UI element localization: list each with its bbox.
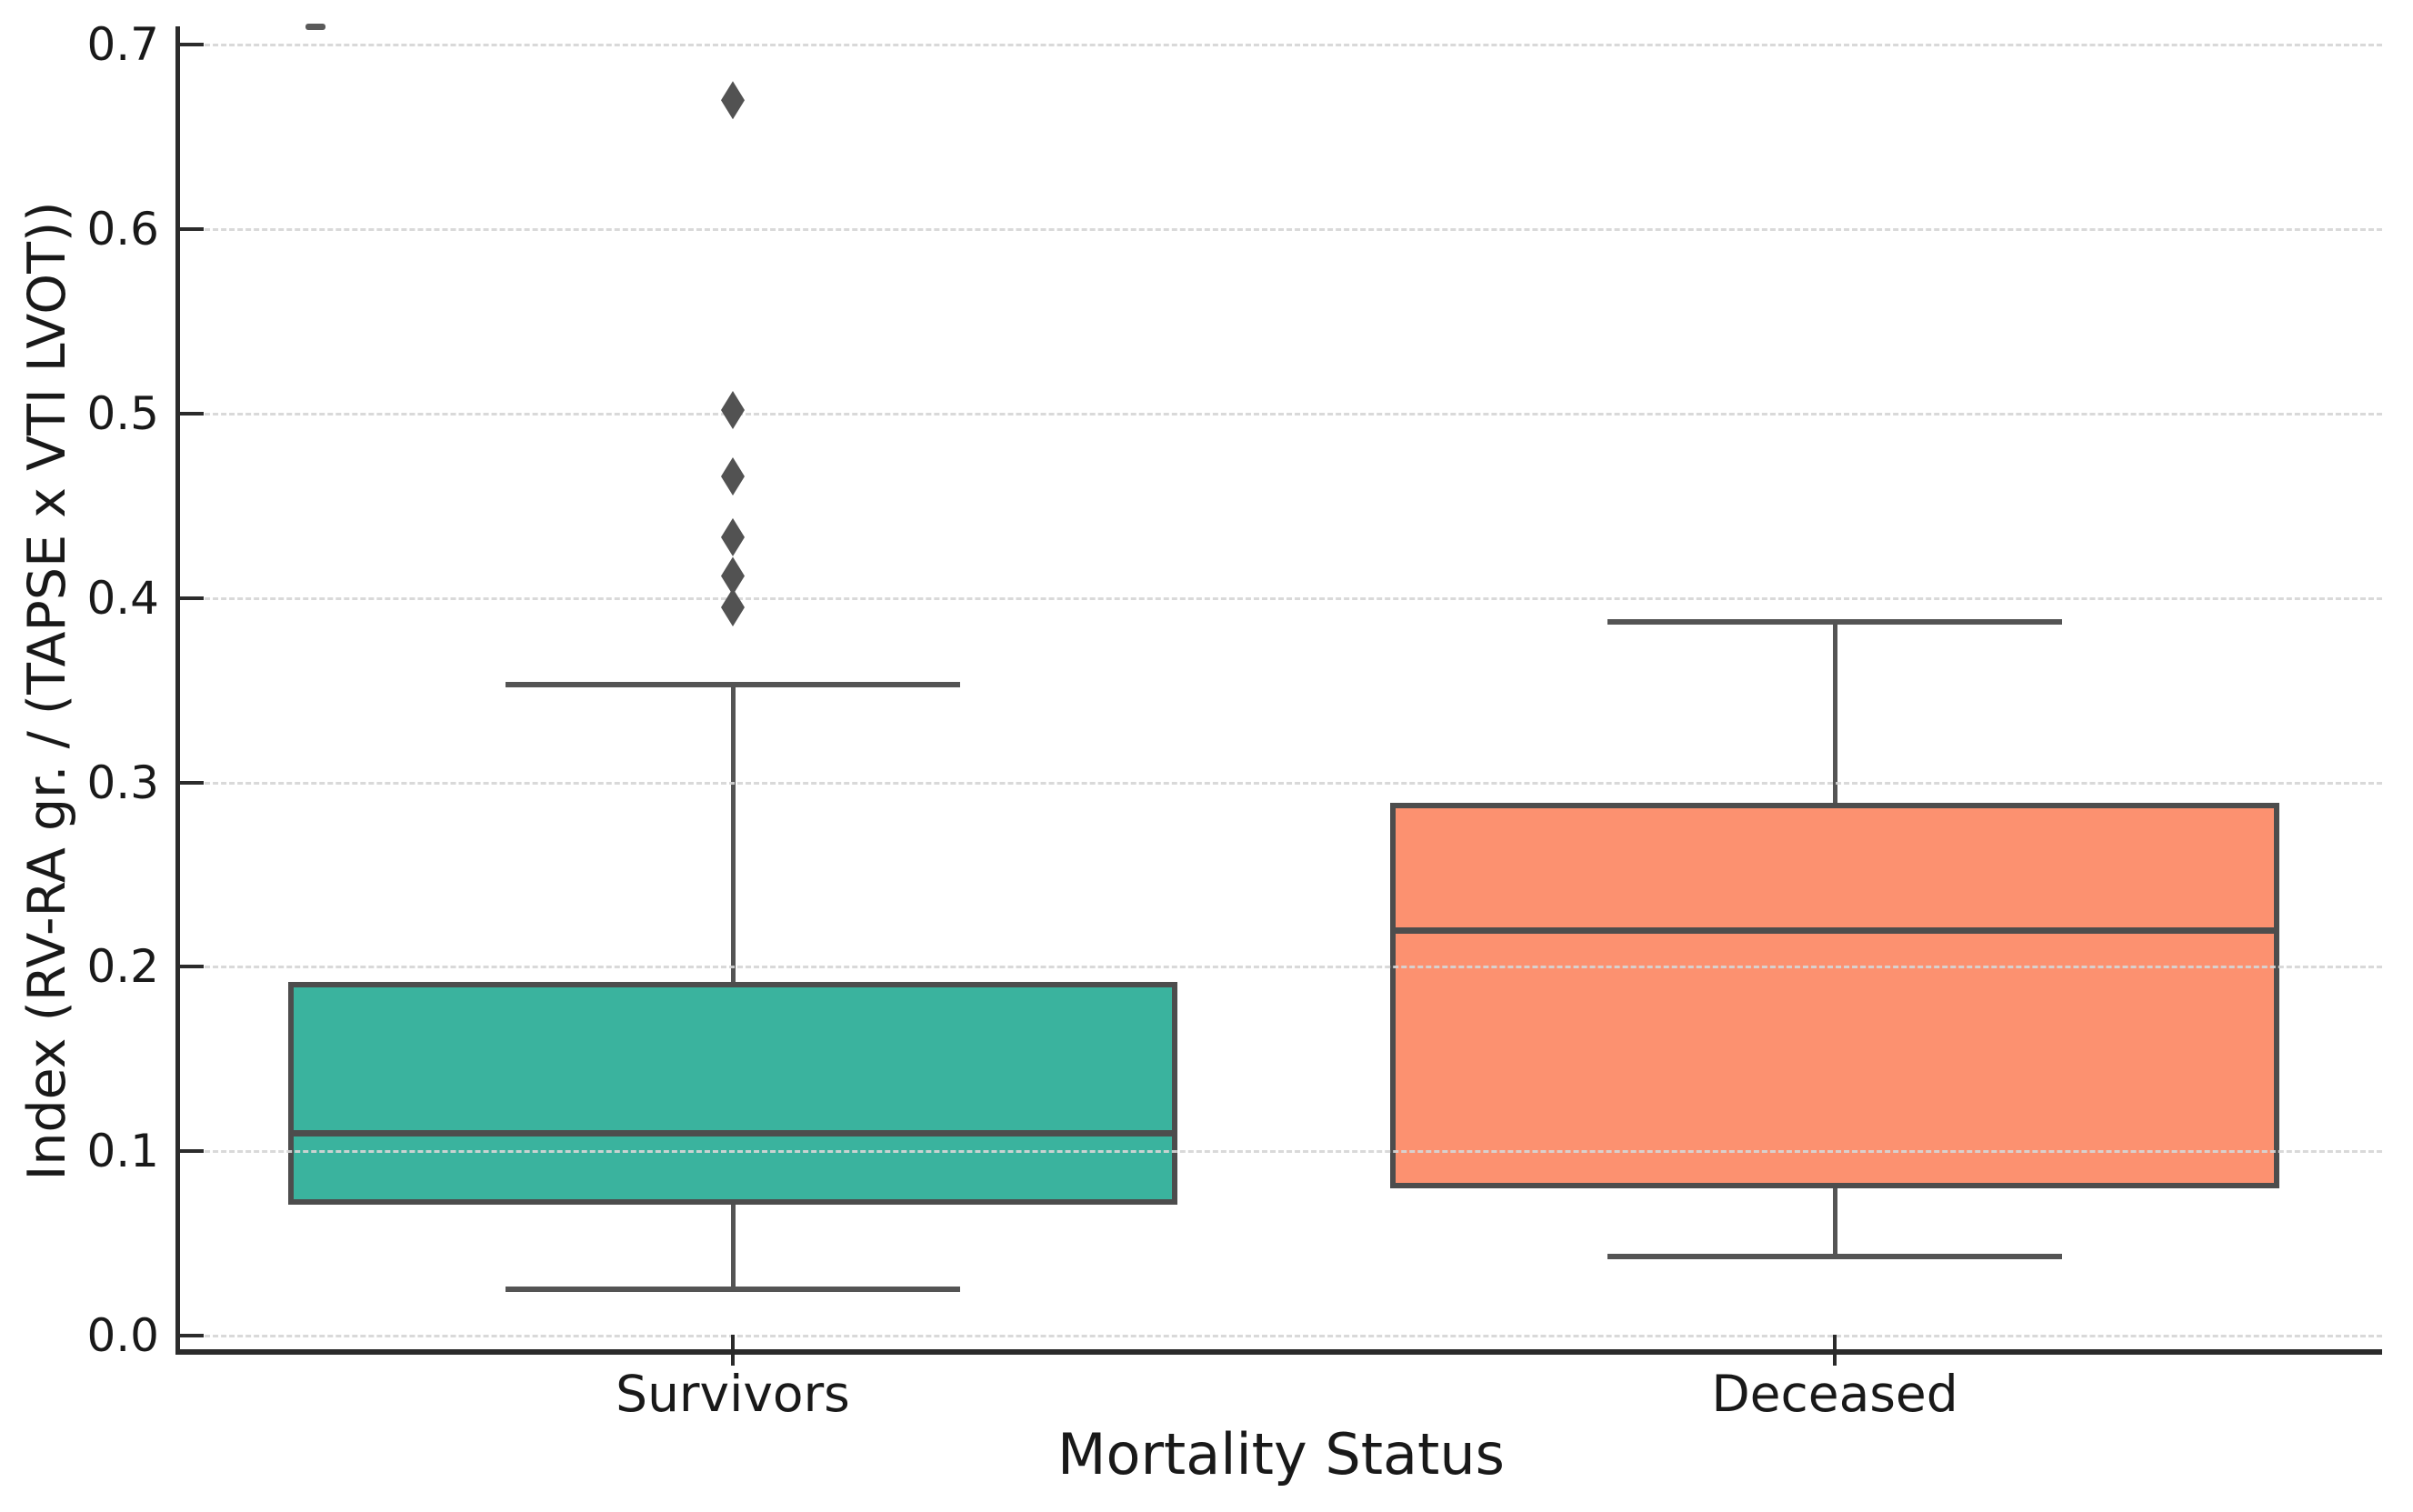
outlier-survivors-4 bbox=[721, 390, 745, 429]
whisker-cap-upper-survivors bbox=[506, 682, 960, 688]
x-tick-label-survivors: Survivors bbox=[616, 1365, 850, 1423]
whisker-cap-lower-deceased bbox=[1607, 1253, 2062, 1259]
whisker-cap-lower-survivors bbox=[506, 1287, 960, 1293]
y-tick-0.0 bbox=[180, 1334, 204, 1337]
box-survivors bbox=[288, 981, 1177, 1205]
y-tick-0.6 bbox=[180, 227, 204, 232]
outlier-survivors-1 bbox=[721, 556, 745, 596]
gridline-0.4 bbox=[180, 596, 2382, 600]
y-tick-label-0.0: 0.0 bbox=[86, 1309, 159, 1362]
y-tick-label-0.1: 0.1 bbox=[86, 1125, 159, 1178]
y-tick-0.3 bbox=[180, 780, 204, 785]
median-deceased bbox=[1396, 926, 2274, 934]
outlier-survivors-3 bbox=[721, 456, 745, 496]
x-tick-deceased bbox=[1833, 1335, 1837, 1366]
outlier-survivors-2 bbox=[721, 517, 745, 556]
whisker-cap-upper-deceased bbox=[1607, 619, 2062, 626]
y-tick-label-0.4: 0.4 bbox=[86, 571, 159, 625]
gridline-0.7 bbox=[180, 44, 2382, 47]
y-tick-0.7 bbox=[180, 43, 204, 47]
x-axis-label: Mortality Status bbox=[1057, 1421, 1505, 1487]
y-tick-label-0.6: 0.6 bbox=[86, 203, 159, 256]
x-tick-label-deceased: Deceased bbox=[1711, 1365, 1958, 1423]
whisker-upper-survivors bbox=[731, 685, 736, 982]
x-tick-survivors bbox=[731, 1335, 735, 1366]
box-deceased bbox=[1390, 802, 2279, 1188]
y-tick-0.1 bbox=[180, 1149, 204, 1154]
y-tick-0.2 bbox=[180, 965, 204, 969]
gridline-0.0 bbox=[180, 1335, 2382, 1337]
median-survivors bbox=[294, 1129, 1172, 1137]
stray-mark bbox=[305, 24, 325, 30]
y-tick-label-0.2: 0.2 bbox=[86, 940, 159, 994]
gridline-0.5 bbox=[180, 413, 2382, 416]
gridline-0.6 bbox=[180, 228, 2382, 232]
outlier-survivors-5 bbox=[721, 81, 745, 120]
y-tick-label-0.3: 0.3 bbox=[86, 756, 159, 809]
gridline-0.3 bbox=[180, 781, 2382, 785]
whisker-lower-survivors bbox=[731, 1205, 736, 1290]
whisker-lower-deceased bbox=[1833, 1187, 1837, 1257]
y-axis-spine bbox=[175, 26, 180, 1355]
whisker-upper-deceased bbox=[1833, 622, 1837, 803]
x-axis-spine bbox=[175, 1349, 2382, 1355]
y-tick-label-0.7: 0.7 bbox=[86, 18, 159, 72]
y-axis-label: Index (RV-RA gr. / (TAPSE x VTI LVOT)) bbox=[17, 201, 77, 1181]
y-tick-0.4 bbox=[180, 596, 204, 600]
y-tick-label-0.5: 0.5 bbox=[86, 387, 159, 440]
y-tick-0.5 bbox=[180, 412, 204, 416]
